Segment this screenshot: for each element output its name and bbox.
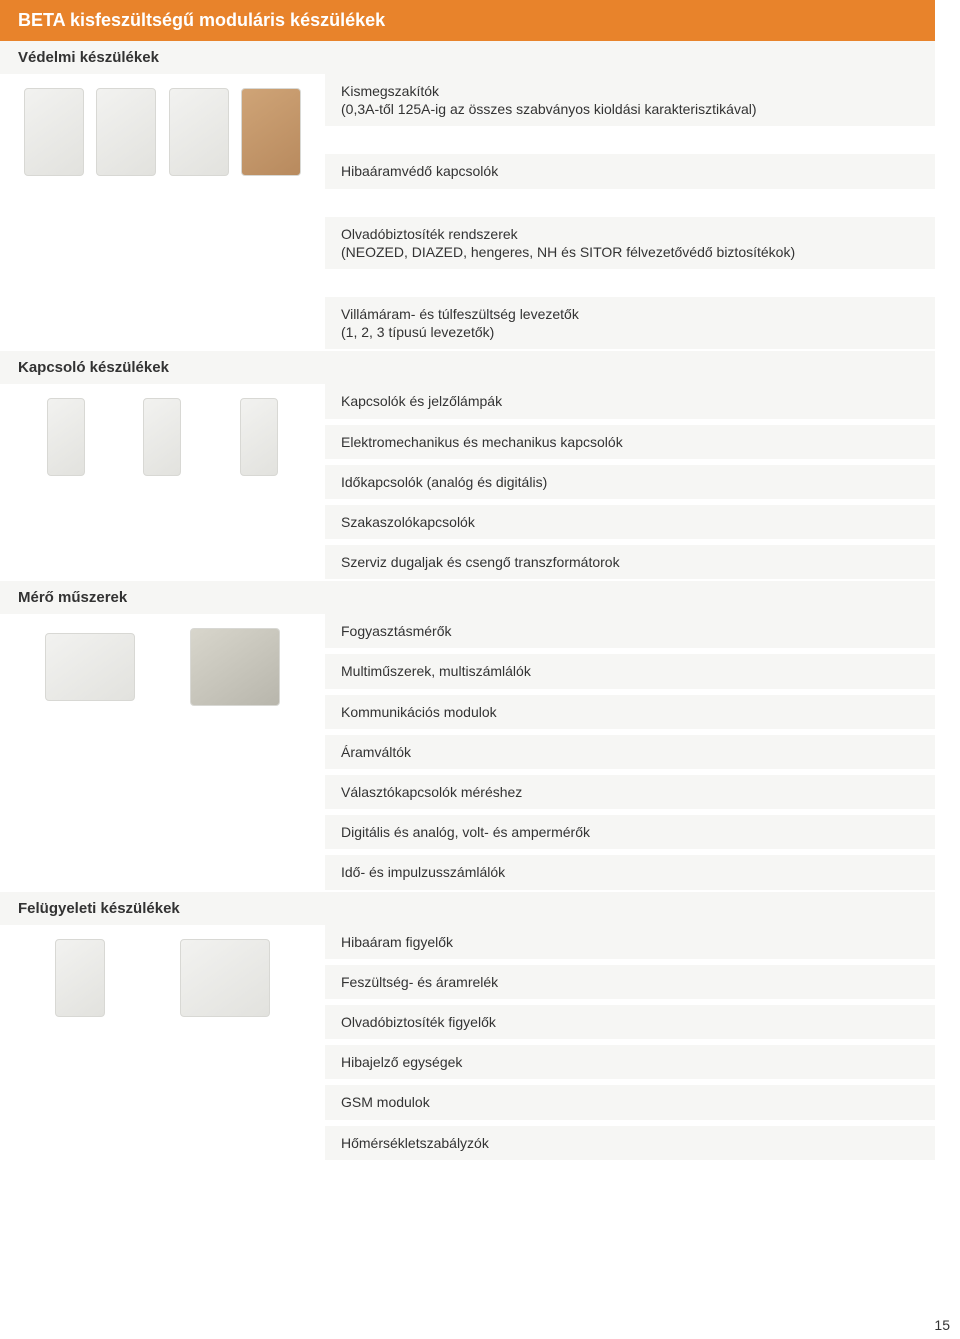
section-header-mero: Mérő műszerek xyxy=(0,581,935,614)
catalog-item-text: Szerviz dugaljak és csengő transzformáto… xyxy=(341,554,620,570)
catalog-item: Szerviz dugaljak és csengő transzformáto… xyxy=(325,545,935,579)
catalog-item: Villámáram- és túlfeszültség levezetők(1… xyxy=(325,297,935,349)
catalog-item-text: Olvadóbiztosíték figyelők xyxy=(341,1014,496,1030)
catalog-item-text: Villámáram- és túlfeszültség levezetők(1… xyxy=(341,306,579,340)
catalog-item-text: Fogyasztásmérők xyxy=(341,623,451,639)
page-number: 15 xyxy=(25,1313,960,1339)
catalog-item: Hibaáram figyelők xyxy=(325,925,935,959)
section-rows-mero: Fogyasztásmérők Multiműszerek, multiszám… xyxy=(325,614,935,891)
catalog-item-text: Kismegszakítók(0,3A-től 125A-ig az össze… xyxy=(341,83,757,117)
product-image-meter xyxy=(45,633,135,701)
catalog-item: Választókapcsolók méréshez xyxy=(325,775,935,809)
section-group-felugyeleti: Hibaáram figyelők Feszültség- és áramrel… xyxy=(0,925,935,1162)
catalog-item: Idő- és impulzusszámlálók xyxy=(325,855,935,889)
product-images-vedelmi xyxy=(0,74,325,190)
catalog-item-text: Hibajelző egységek xyxy=(341,1054,462,1070)
page-title-bar: BETA kisfeszültségű moduláris készülékek xyxy=(0,0,935,41)
catalog-item-text: Hőmérsékletszabályzók xyxy=(341,1135,489,1151)
section-rows-felugyeleti: Hibaáram figyelők Feszültség- és áramrel… xyxy=(325,925,935,1162)
catalog-item-text: Hibaáramvédő kapcsolók xyxy=(341,163,498,179)
catalog-item-text: Áramváltók xyxy=(341,744,411,760)
catalog-item-text: Kapcsolók és jelzőlámpák xyxy=(341,393,502,409)
product-image-switch xyxy=(143,398,181,476)
section-group-mero: Fogyasztásmérők Multiműszerek, multiszám… xyxy=(0,614,935,891)
product-image-monitor xyxy=(180,939,270,1017)
catalog-item: Multiműszerek, multiszámlálók xyxy=(325,654,935,688)
catalog-item: Digitális és analóg, volt- és ampermérők xyxy=(325,815,935,849)
catalog-item: Olvadóbiztosíték figyelők xyxy=(325,1005,935,1039)
catalog-item-text: Kommunikációs modulok xyxy=(341,704,497,720)
section-rows-kapcsolo: Kapcsolók és jelzőlámpák Elektromechanik… xyxy=(325,384,935,581)
section-header-vedelmi: Védelmi készülékek xyxy=(0,41,935,74)
section-group-kapcsolo: Kapcsolók és jelzőlámpák Elektromechanik… xyxy=(0,384,935,581)
catalog-item: Hibajelző egységek xyxy=(325,1045,935,1079)
product-image-mcb xyxy=(24,88,84,176)
catalog-item-text: Feszültség- és áramrelék xyxy=(341,974,498,990)
catalog-item: GSM modulok xyxy=(325,1085,935,1119)
catalog-item: Hibaáramvédő kapcsolók xyxy=(325,154,935,188)
catalog-item-text: Idő- és impulzusszámlálók xyxy=(341,864,505,880)
catalog-item: Kommunikációs modulok xyxy=(325,695,935,729)
catalog-item-text: Hibaáram figyelők xyxy=(341,934,453,950)
product-image-fusebase xyxy=(169,88,229,176)
section-header-felugyeleti: Felügyeleti készülékek xyxy=(0,892,935,925)
product-image-indicator xyxy=(47,398,85,476)
content-area: Védelmi készülékek Kismegszakítók(0,3A-t… xyxy=(0,41,935,1162)
product-image-multimeter xyxy=(190,628,280,706)
product-images-mero xyxy=(0,614,325,720)
catalog-item-text: Digitális és analóg, volt- és ampermérők xyxy=(341,824,590,840)
catalog-item: Kapcsolók és jelzőlámpák xyxy=(325,384,935,418)
product-image-relay xyxy=(55,939,105,1017)
catalog-item-text: Multiműszerek, multiszámlálók xyxy=(341,663,531,679)
catalog-item-text: Szakaszolókapcsolók xyxy=(341,514,475,530)
catalog-item: Időkapcsolók (analóg és digitális) xyxy=(325,465,935,499)
product-image-timer xyxy=(240,398,278,476)
product-image-rccb xyxy=(96,88,156,176)
catalog-item: Hőmérsékletszabályzók xyxy=(325,1126,935,1160)
product-images-felugyeleti xyxy=(0,925,325,1031)
catalog-item: Feszültség- és áramrelék xyxy=(325,965,935,999)
catalog-item-text: GSM modulok xyxy=(341,1094,430,1110)
catalog-item: Szakaszolókapcsolók xyxy=(325,505,935,539)
catalog-item: Áramváltók xyxy=(325,735,935,769)
catalog-item-text: Időkapcsolók (analóg és digitális) xyxy=(341,474,547,490)
page-title: BETA kisfeszültségű moduláris készülékek xyxy=(18,10,385,30)
catalog-item: Kismegszakítók(0,3A-től 125A-ig az össze… xyxy=(325,74,935,126)
catalog-item: Elektromechanikus és mechanikus kapcsoló… xyxy=(325,425,935,459)
section-header-kapcsolo: Kapcsoló készülékek xyxy=(0,351,935,384)
catalog-item-text: Választókapcsolók méréshez xyxy=(341,784,522,800)
catalog-item-text: Olvadóbiztosíték rendszerek(NEOZED, DIAZ… xyxy=(341,226,795,260)
catalog-item: Fogyasztásmérők xyxy=(325,614,935,648)
section-group-vedelmi: Kismegszakítók(0,3A-től 125A-ig az össze… xyxy=(0,74,935,351)
product-images-kapcsolo xyxy=(0,384,325,490)
section-rows-vedelmi: Kismegszakítók(0,3A-től 125A-ig az össze… xyxy=(325,74,935,351)
catalog-item-text: Elektromechanikus és mechanikus kapcsoló… xyxy=(341,434,623,450)
catalog-item: Olvadóbiztosíték rendszerek(NEOZED, DIAZ… xyxy=(325,217,935,269)
product-image-nh-fuse xyxy=(241,88,301,176)
